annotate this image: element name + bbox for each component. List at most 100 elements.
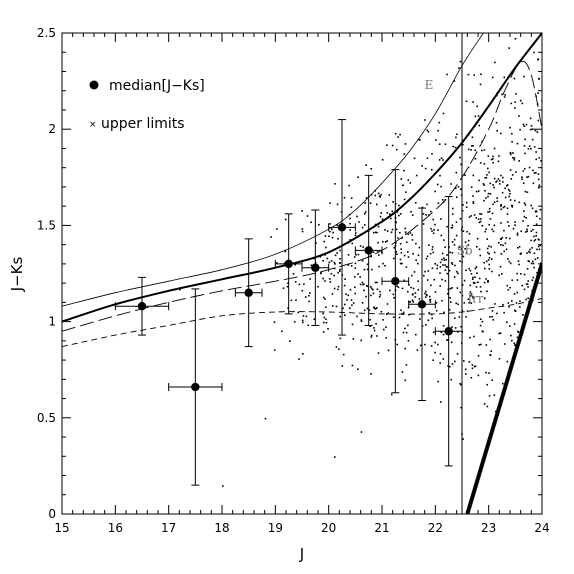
scatter-dot <box>431 317 433 320</box>
scatter-dot <box>514 309 516 312</box>
scatter-dot <box>386 144 388 146</box>
scatter-dot <box>337 238 339 240</box>
scatter-dot <box>381 218 384 220</box>
scatter-dot <box>459 382 461 385</box>
scatter-dot <box>322 331 325 333</box>
scatter-dot <box>514 221 516 223</box>
scatter-dot <box>508 195 510 198</box>
scatter-dot <box>403 279 406 282</box>
scatter-dot <box>396 343 399 346</box>
scatter-dot <box>516 291 518 294</box>
scatter-dot <box>393 247 396 249</box>
scatter-dot <box>397 286 400 288</box>
scatter-dot <box>414 296 417 298</box>
scatter-dot <box>539 208 542 211</box>
scatter-dot <box>478 248 481 251</box>
scatter-dot <box>363 289 365 292</box>
x-tick-label: 17 <box>161 521 176 535</box>
median-point <box>191 382 200 392</box>
scatter-dot <box>488 171 490 174</box>
scatter-dot <box>398 204 400 207</box>
scatter-dot <box>480 218 482 220</box>
scatter-dot <box>491 270 493 273</box>
scatter-dot <box>498 180 501 182</box>
scatter-dot <box>295 299 297 301</box>
scatter-dot <box>484 297 486 300</box>
scatter-dot <box>354 276 356 278</box>
scatter-dot <box>390 393 393 396</box>
scatter-dot <box>532 262 535 265</box>
scatter-dot <box>467 244 470 246</box>
scatter-dot <box>310 264 313 267</box>
scatter-dot <box>431 153 433 155</box>
scatter-dot <box>222 485 224 487</box>
scatter-dot <box>443 259 446 261</box>
scatter-dot <box>500 208 503 211</box>
scatter-dot <box>483 403 486 405</box>
scatter-dot <box>490 246 492 248</box>
scatter-dot <box>449 297 451 299</box>
scatter-dot <box>512 227 515 230</box>
scatter-dot <box>391 144 394 147</box>
scatter-dot <box>489 182 492 185</box>
scatter-dot <box>333 287 336 290</box>
scatter-dot <box>347 294 350 297</box>
scatter-dot <box>374 231 377 234</box>
scatter-dot <box>453 244 456 246</box>
scatter-dot <box>404 143 407 145</box>
scatter-dot <box>484 190 486 192</box>
scatter-dot <box>301 230 304 233</box>
scatter-dot <box>510 153 512 156</box>
scatter-dot <box>411 299 414 302</box>
scatter-dot <box>506 321 508 324</box>
scatter-dot <box>444 246 446 248</box>
scatter-dot <box>492 319 495 321</box>
scatter-dot <box>451 213 454 215</box>
scatter-dot <box>477 115 480 117</box>
y-tick-label: 1 <box>48 315 56 329</box>
scatter-dot <box>334 456 336 458</box>
scatter-dot <box>337 271 339 274</box>
scatter-dot <box>302 353 304 355</box>
scatter-dot <box>364 224 366 226</box>
scatter-dot <box>427 319 430 322</box>
scatter-dot <box>439 362 441 364</box>
scatter-dot <box>397 136 399 138</box>
scatter-dot <box>491 228 493 231</box>
scatter-dot <box>405 331 408 334</box>
scatter-dot <box>470 295 472 297</box>
scatter-dot <box>422 223 425 225</box>
scatter-dot <box>469 269 472 272</box>
scatter-dot <box>365 197 368 199</box>
scatter-dot <box>472 281 475 284</box>
scatter-dot <box>403 153 406 155</box>
scatter-dot <box>370 294 372 297</box>
scatter-dot <box>418 246 421 249</box>
scatter-dot <box>488 223 490 226</box>
scatter-dot <box>363 309 366 312</box>
scatter-dot <box>365 295 367 298</box>
scatter-dot <box>418 298 421 300</box>
scatter-dot <box>374 194 376 197</box>
scatter-dot <box>347 264 350 266</box>
scatter-dot <box>503 343 506 345</box>
scatter-dot <box>515 93 517 95</box>
scatter-dot <box>437 229 439 231</box>
scatter-dot <box>508 47 510 49</box>
scatter-dot <box>276 228 278 230</box>
scatter-dot <box>470 186 473 188</box>
scatter-dot <box>480 290 482 293</box>
scatter-dot <box>350 197 353 199</box>
scatter-dot <box>349 222 351 225</box>
scatter-dot <box>522 170 525 172</box>
scatter-dot <box>407 233 409 235</box>
scatter-dot <box>451 363 454 365</box>
scatter-dot <box>524 138 526 141</box>
scatter-dot <box>328 261 331 264</box>
scatter-dot <box>392 293 395 296</box>
scatter-dot <box>372 251 375 254</box>
scatter-dot <box>357 273 359 275</box>
scatter-dot <box>520 230 522 233</box>
scatter-dot <box>334 183 336 185</box>
scatter-dot <box>522 182 525 184</box>
